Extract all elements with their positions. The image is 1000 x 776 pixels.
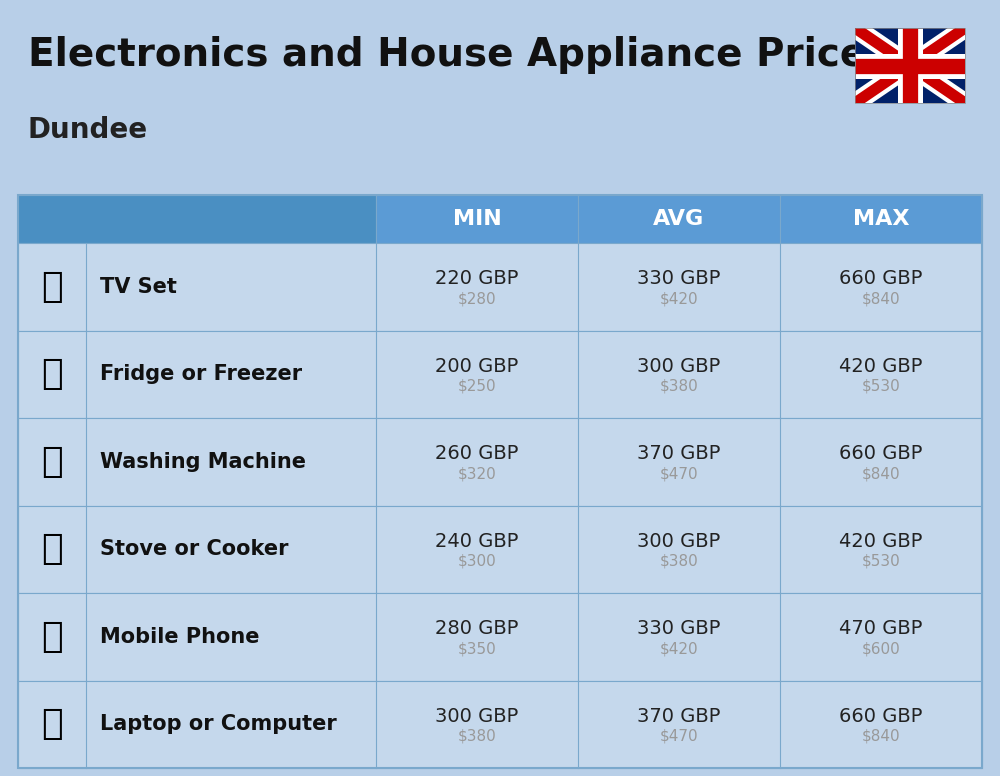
Bar [18,593,982,681]
Text: MIN: MIN [453,209,501,229]
Bar [18,195,982,768]
Text: 330 GBP: 330 GBP [637,269,721,288]
Text: 330 GBP: 330 GBP [637,619,721,638]
Text: Fridge or Freezer: Fridge or Freezer [100,364,302,384]
Text: 660 GBP: 660 GBP [839,269,923,288]
Text: 260 GBP: 260 GBP [435,444,519,463]
Bar [18,331,982,418]
Text: $840: $840 [862,729,900,743]
Text: Electronics and House Appliance Prices: Electronics and House Appliance Prices [28,36,889,74]
Text: 280 GBP: 280 GBP [435,619,519,638]
Bar [18,195,376,243]
Text: 370 GBP: 370 GBP [637,707,721,726]
Bar [18,243,982,331]
Text: 🌀: 🌀 [41,445,63,479]
Text: $280: $280 [458,291,496,307]
Text: 📺: 📺 [41,270,63,303]
Bar [18,505,982,593]
Text: 370 GBP: 370 GBP [637,444,721,463]
Text: 470 GBP: 470 GBP [839,619,923,638]
Text: MAX: MAX [853,209,909,229]
Text: 300 GBP: 300 GBP [637,357,721,376]
Text: $250: $250 [458,379,496,393]
Bar [578,195,780,243]
Text: $300: $300 [458,554,496,569]
Bar [855,28,965,103]
Text: $470: $470 [660,466,698,481]
Text: $600: $600 [862,641,900,656]
Text: 200 GBP: 200 GBP [435,357,519,376]
Text: 300 GBP: 300 GBP [435,707,519,726]
Text: Dundee: Dundee [28,116,148,144]
Text: 💻: 💻 [41,707,63,741]
Text: Laptop or Computer: Laptop or Computer [100,714,337,734]
Bar [18,681,982,768]
Bar [855,28,965,103]
Text: 660 GBP: 660 GBP [839,444,923,463]
Text: 🔥: 🔥 [41,532,63,566]
Text: $420: $420 [660,291,698,307]
Text: $380: $380 [660,379,698,393]
Text: 220 GBP: 220 GBP [435,269,519,288]
Text: $380: $380 [458,729,496,743]
Text: Stove or Cooker: Stove or Cooker [100,539,288,559]
Text: $840: $840 [862,466,900,481]
Bar [376,195,578,243]
Text: 420 GBP: 420 GBP [839,532,923,551]
Text: 240 GBP: 240 GBP [435,532,519,551]
Text: Washing Machine: Washing Machine [100,452,306,472]
Text: $840: $840 [862,291,900,307]
Text: $320: $320 [458,466,496,481]
Text: $380: $380 [660,554,698,569]
Text: 660 GBP: 660 GBP [839,707,923,726]
Text: $530: $530 [862,554,900,569]
Text: $350: $350 [458,641,496,656]
Text: TV Set: TV Set [100,277,177,296]
Text: Mobile Phone: Mobile Phone [100,627,260,646]
Text: 🧊: 🧊 [41,357,63,391]
Text: 420 GBP: 420 GBP [839,357,923,376]
Text: AVG: AVG [653,209,705,229]
Text: $530: $530 [862,379,900,393]
Text: 300 GBP: 300 GBP [637,532,721,551]
Text: 📱: 📱 [41,620,63,653]
Bar [780,195,982,243]
Bar [18,418,982,505]
Text: $470: $470 [660,729,698,743]
Text: $420: $420 [660,641,698,656]
